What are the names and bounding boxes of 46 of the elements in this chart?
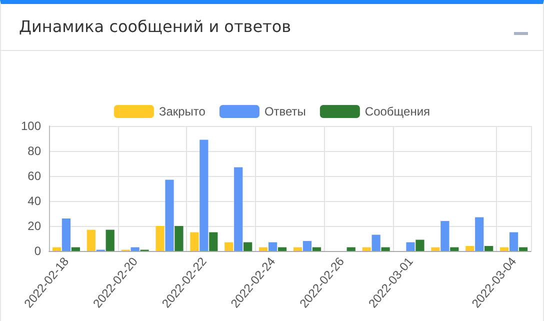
bar bbox=[475, 217, 484, 251]
bar bbox=[259, 247, 268, 251]
y-tick-label: 100 bbox=[20, 119, 42, 133]
bar bbox=[500, 247, 509, 251]
bar bbox=[106, 230, 114, 251]
bar bbox=[268, 242, 278, 251]
bar bbox=[450, 247, 459, 251]
bar bbox=[71, 247, 80, 251]
bar bbox=[244, 242, 252, 251]
bar bbox=[234, 167, 243, 251]
bar bbox=[346, 247, 356, 251]
bar bbox=[165, 180, 174, 251]
bar bbox=[362, 247, 371, 251]
bar bbox=[431, 247, 440, 251]
bar bbox=[302, 241, 312, 251]
y-tick-label: 80 bbox=[28, 144, 42, 158]
bar bbox=[278, 247, 287, 251]
bar bbox=[312, 247, 321, 251]
bar bbox=[381, 247, 390, 251]
bar bbox=[174, 226, 184, 251]
bar bbox=[52, 247, 62, 251]
bar bbox=[293, 247, 302, 251]
bar bbox=[62, 218, 71, 251]
y-tick-label: 0 bbox=[34, 244, 42, 258]
bar bbox=[372, 234, 380, 251]
bar bbox=[224, 242, 234, 251]
y-tick-label: 60 bbox=[28, 169, 42, 183]
y-tick-label: 20 bbox=[28, 219, 42, 233]
bar bbox=[518, 247, 528, 251]
bar bbox=[130, 247, 140, 251]
bar bbox=[86, 230, 96, 251]
bar bbox=[440, 221, 450, 251]
bar bbox=[190, 232, 199, 251]
bar bbox=[484, 246, 494, 251]
y-tick-label: 40 bbox=[28, 194, 42, 208]
bar bbox=[466, 246, 474, 251]
legend-label: Ответы bbox=[264, 104, 306, 118]
bar bbox=[200, 140, 208, 251]
legend-label: Сообщения bbox=[364, 104, 430, 118]
bar bbox=[209, 232, 218, 251]
bar bbox=[509, 232, 518, 251]
bar bbox=[156, 226, 164, 251]
bar bbox=[416, 240, 424, 251]
chart-title: Динамика сообщений и ответов bbox=[19, 17, 292, 36]
bar bbox=[406, 242, 415, 251]
legend-label: Закрыто bbox=[158, 104, 206, 118]
